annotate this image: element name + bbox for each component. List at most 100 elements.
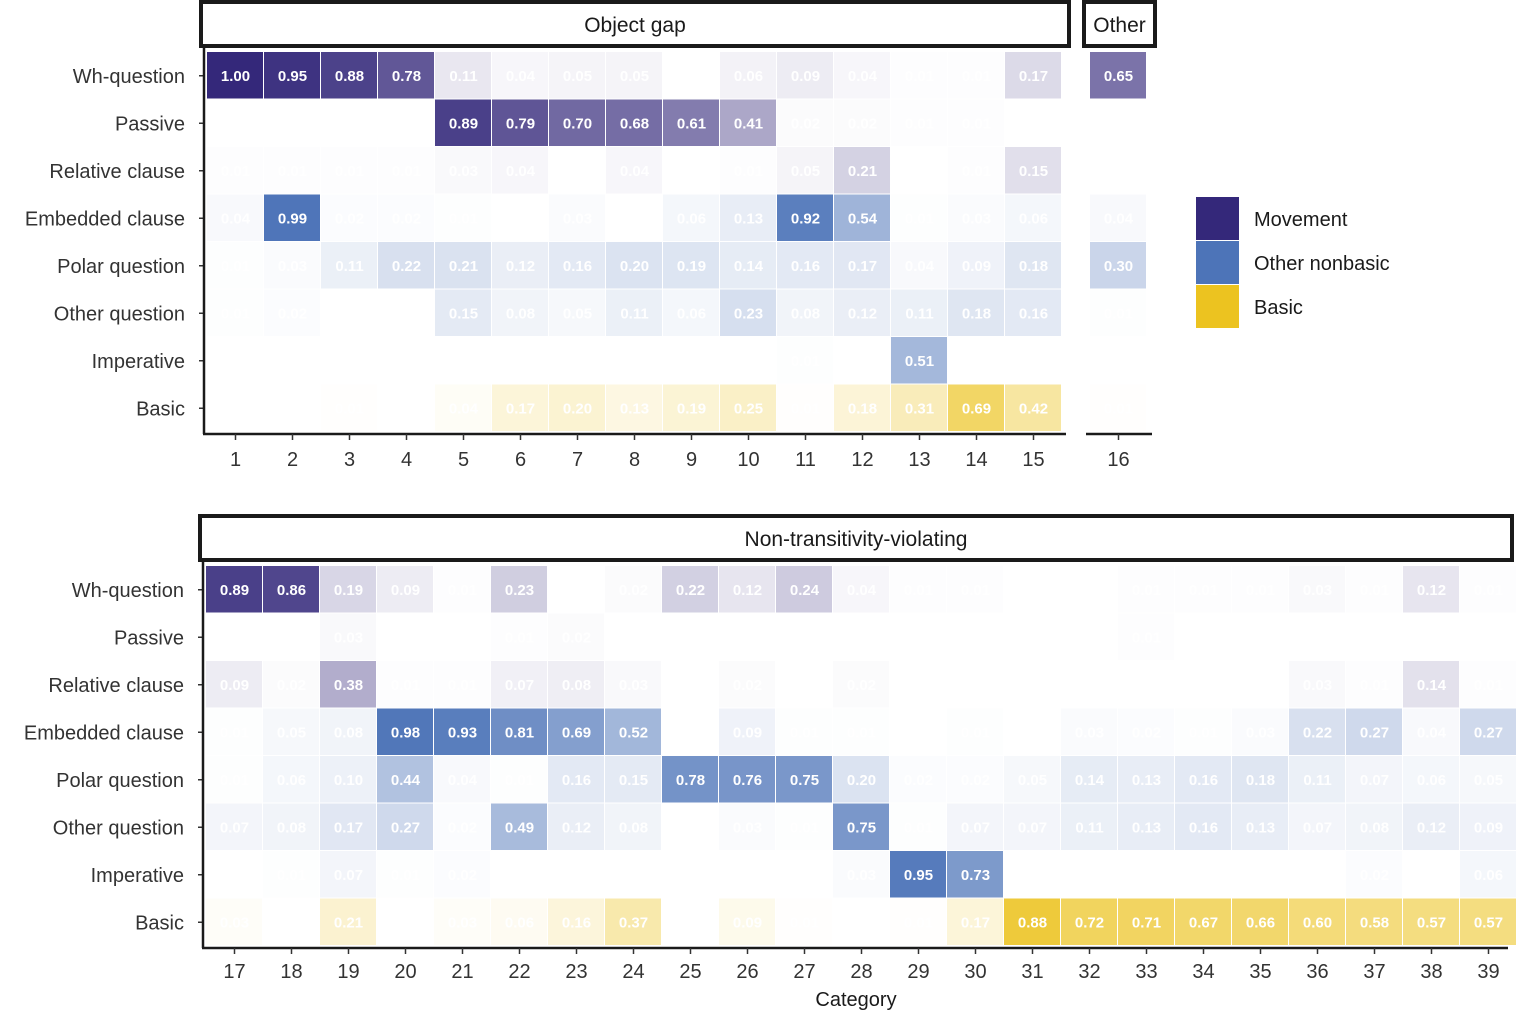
- heatmap-cell: [833, 661, 889, 708]
- cell-value-label: 0.18: [1246, 772, 1275, 789]
- heatmap-cell: [606, 147, 662, 194]
- heatmap-cell: [263, 851, 319, 898]
- x-tick-label: 32: [1078, 961, 1100, 983]
- cell-value-label: 0.05: [620, 68, 649, 85]
- x-tick-label: 4: [401, 449, 412, 471]
- x-tick-label: 16: [1107, 449, 1129, 471]
- x-tick-label: 2: [287, 449, 298, 471]
- cell-value-label: 0.03: [1303, 582, 1332, 599]
- heatmap-cell: [207, 289, 263, 336]
- cell-value-label: 0.01: [962, 163, 991, 180]
- cell-value-label: 0.13: [620, 400, 649, 417]
- cell-value-label: 0.60: [1303, 914, 1332, 931]
- cell-value-label: 0.08: [277, 819, 306, 836]
- heatmap-cell: [321, 52, 377, 99]
- cell-value-label: 0.02: [619, 582, 648, 599]
- heatmap-cell: [833, 756, 889, 803]
- heatmap-cell: [1232, 566, 1288, 613]
- cell-value-label: 0.76: [733, 772, 762, 789]
- heatmap-cell: [1005, 384, 1061, 431]
- heatmap-cell: [606, 52, 662, 99]
- heatmap-cell: [1118, 898, 1174, 945]
- cell-value-label: 0.01: [1360, 582, 1389, 599]
- heatmap-cell: [321, 194, 377, 241]
- cell-value-label: 0.03: [563, 210, 592, 227]
- heatmap-cell: [548, 708, 604, 755]
- cell-value-label: 0.01: [847, 724, 876, 741]
- x-tick-label: 34: [1192, 961, 1214, 983]
- cell-value-label: 0.14: [734, 258, 764, 275]
- heatmap-cell: [606, 289, 662, 336]
- cell-value-label: 0.65: [1104, 68, 1133, 85]
- cell-value-label: 0.88: [335, 68, 364, 85]
- heatmap-cell: [207, 147, 263, 194]
- cell-value-label: 0.09: [791, 68, 820, 85]
- cell-value-label: 0.02: [848, 115, 877, 132]
- heatmap-cell: [206, 898, 262, 945]
- heatmap-cell: [719, 708, 775, 755]
- heatmap-cell: [662, 756, 718, 803]
- row-label: Other question: [54, 303, 185, 325]
- heatmap-cell: [833, 566, 889, 613]
- cell-value-label: 0.05: [1474, 772, 1503, 789]
- cell-value-label: 0.98: [391, 724, 420, 741]
- heatmap-cell: [1005, 242, 1061, 289]
- heatmap-cell: [492, 52, 548, 99]
- heatmap-cell: [1061, 803, 1117, 850]
- heatmap-cell: [1232, 708, 1288, 755]
- cell-value-label: 0.22: [1303, 724, 1332, 741]
- cell-value-label: 0.17: [1019, 68, 1048, 85]
- cell-value-label: 0.04: [449, 400, 479, 417]
- cell-value-label: 0.02: [1132, 724, 1161, 741]
- cell-value-label: 0.78: [392, 68, 421, 85]
- heatmap-cell: [491, 898, 547, 945]
- heatmap-cell: [435, 242, 491, 289]
- heatmap-cell: [1289, 756, 1345, 803]
- heatmap-cell: [947, 566, 1003, 613]
- heatmap-cell: [491, 613, 547, 660]
- heatmap-cell: [549, 99, 605, 146]
- x-tick-label: 11: [795, 449, 816, 471]
- cell-value-label: 0.01: [392, 163, 421, 180]
- cell-value-label: 0.03: [448, 914, 477, 931]
- heatmap-cell: [1118, 803, 1174, 850]
- heatmap-cell: [776, 708, 832, 755]
- cell-value-label: 0.01: [791, 400, 820, 417]
- cell-value-label: 0.01: [391, 677, 420, 694]
- cell-value-label: 0.01: [790, 724, 819, 741]
- heatmap-cell: [890, 851, 946, 898]
- heatmap-cell: [377, 803, 433, 850]
- cell-value-label: 0.72: [1075, 914, 1104, 931]
- heatmap-cell: [605, 661, 661, 708]
- cell-value-label: 0.01: [1474, 582, 1503, 599]
- heatmap-cell: [492, 99, 548, 146]
- heatmap-cell: [948, 99, 1004, 146]
- cell-value-label: 0.06: [1474, 867, 1503, 884]
- cell-value-label: 0.27: [1474, 724, 1503, 741]
- cell-value-label: 0.03: [1303, 677, 1332, 694]
- heatmap-cell: [777, 194, 833, 241]
- heatmap-cell: [1090, 289, 1146, 336]
- heatmap-cell: [834, 194, 890, 241]
- cell-value-label: 0.02: [1360, 867, 1389, 884]
- cell-value-label: 0.07: [505, 677, 534, 694]
- heatmap-cell: [1289, 566, 1345, 613]
- heatmap-cell: [606, 242, 662, 289]
- heatmap-cell: [377, 851, 433, 898]
- heatmap-cell: [777, 337, 833, 384]
- heatmap-cell: [663, 289, 719, 336]
- heatmap-cell: [948, 52, 1004, 99]
- cell-value-label: 0.22: [392, 258, 421, 275]
- cell-value-label: 0.11: [449, 68, 477, 85]
- heatmap-cell: [377, 708, 433, 755]
- cell-value-label: 0.01: [790, 819, 819, 836]
- cell-value-label: 0.89: [449, 115, 478, 132]
- cell-value-label: 0.16: [562, 914, 591, 931]
- heatmap-cell: [264, 194, 320, 241]
- heatmap-cell: [948, 289, 1004, 336]
- cell-value-label: 0.01: [1474, 677, 1503, 694]
- cell-value-label: 0.04: [448, 772, 478, 789]
- heatmap-cell: [1005, 147, 1061, 194]
- heatmap-cell: [549, 52, 605, 99]
- cell-value-label: 0.15: [1019, 163, 1048, 180]
